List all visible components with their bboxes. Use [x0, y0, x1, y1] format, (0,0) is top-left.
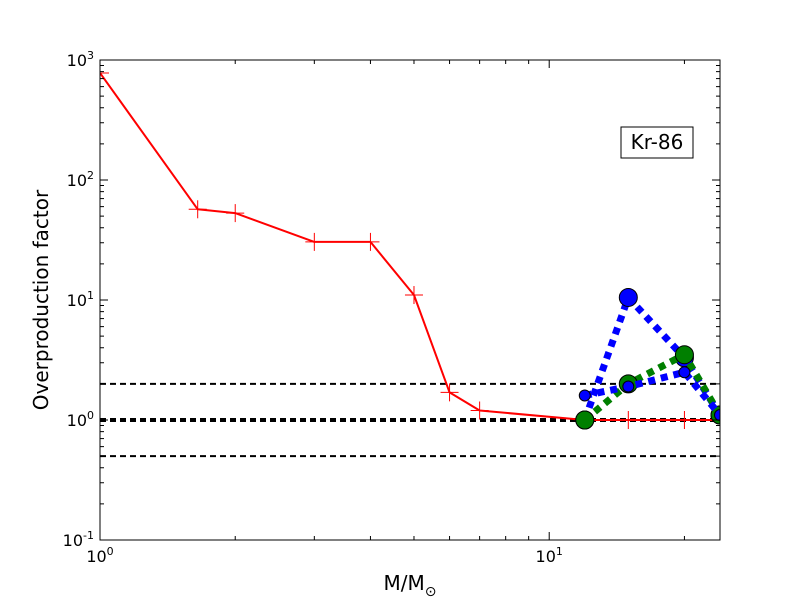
series-0-marker: [404, 286, 423, 305]
annotation-frame: [620, 126, 694, 159]
series-0-marker: [619, 411, 638, 429]
y-tick-label-exponent: -1: [83, 529, 94, 542]
y-tick-label: 100: [67, 409, 94, 430]
series-1-line: [581, 293, 720, 422]
annotation-label: Kr-86: [631, 130, 684, 154]
series-3-marker: [578, 389, 591, 402]
series-2-marker: [575, 410, 595, 430]
series-2-line: [582, 351, 720, 423]
y-tick-label-base: 10: [63, 531, 83, 550]
series-2: [575, 345, 720, 430]
annotation-box: Kr-86: [620, 126, 694, 159]
series-2-marker: [674, 345, 694, 365]
plot-area: [100, 60, 720, 540]
series-3: [578, 366, 720, 422]
series-0-marker: [188, 200, 207, 219]
x-axis-label: M/M⊙: [384, 571, 437, 600]
y-tick-label: 101: [67, 289, 94, 310]
y-tick-label-exponent: 2: [87, 169, 94, 182]
x-tick-label-base: 10: [86, 547, 106, 566]
y-tick-label-base: 10: [67, 51, 87, 70]
y-tick-label-exponent: 3: [87, 49, 94, 62]
x-tick-label: 101: [536, 545, 563, 566]
y-tick-label-exponent: 1: [87, 289, 94, 302]
y-axis-label: Overproduction factor: [29, 189, 53, 410]
x-tick-label: 100: [86, 545, 113, 566]
series-3-marker: [678, 366, 691, 379]
y-tick-label: 103: [67, 49, 94, 70]
series-0-marker: [100, 63, 109, 82]
x-axis-label-sub: ⊙: [425, 584, 437, 600]
series-3-marker: [714, 409, 720, 422]
series-0-marker: [470, 401, 489, 420]
y-tick-label-base: 10: [67, 411, 87, 430]
series-0: [100, 63, 720, 429]
series-3-line: [584, 368, 720, 418]
x-tick-label-base: 10: [536, 547, 556, 566]
series-1-marker: [618, 287, 638, 307]
series-0-marker: [361, 232, 380, 251]
y-tick-label: 10-1: [63, 529, 94, 550]
series-0-marker: [675, 411, 694, 429]
series-0-line: [100, 72, 720, 421]
y-tick-label-base: 10: [67, 171, 87, 190]
x-tick-label-exponent: 1: [556, 545, 563, 558]
series-3-marker: [622, 380, 635, 393]
y-tick-label-exponent: 0: [87, 409, 94, 422]
y-tick-label-base: 10: [67, 291, 87, 310]
x-axis-label-main: M/M: [384, 571, 425, 595]
y-tick-label: 102: [67, 169, 94, 190]
series-0-marker: [305, 232, 324, 251]
series-0-marker: [226, 204, 245, 223]
plot-frame: [99, 59, 721, 541]
series-0-marker: [440, 383, 459, 402]
reference-lines: [100, 382, 720, 458]
x-tick-label-exponent: 0: [107, 545, 114, 558]
